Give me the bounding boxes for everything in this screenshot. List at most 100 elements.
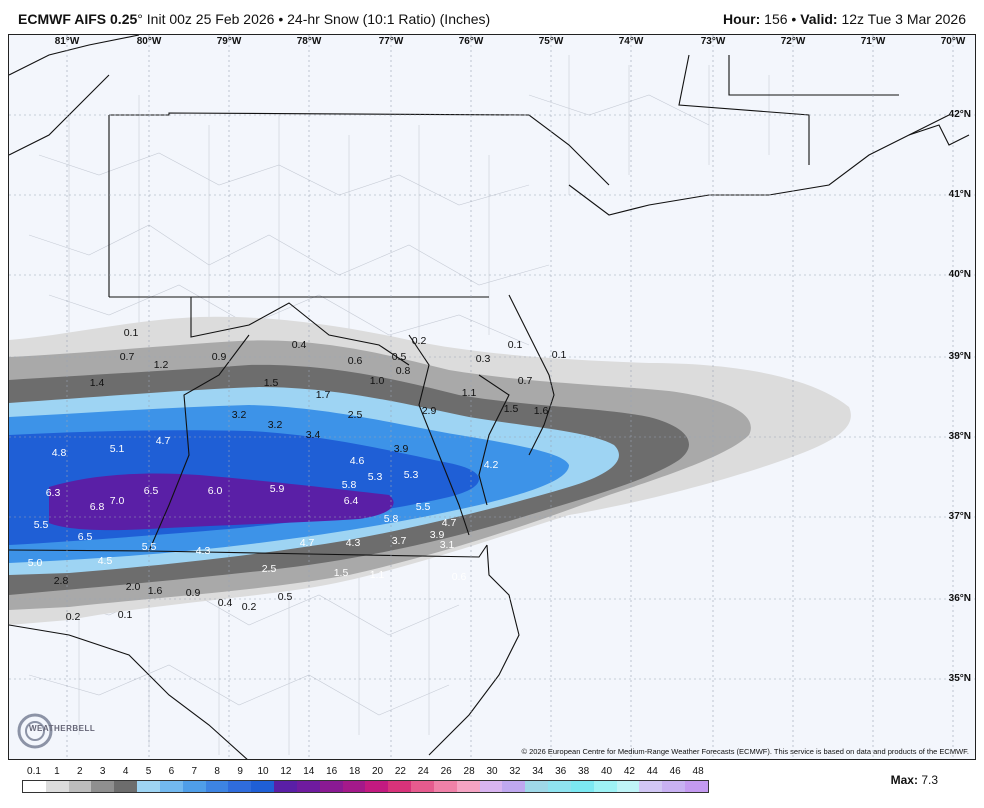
snowfall-value-label: 6.0: [207, 485, 223, 497]
latitude-label: 42°N: [948, 109, 971, 120]
legend-color-swatch: [502, 781, 526, 792]
snowfall-value-label: 3.4: [305, 429, 321, 441]
snowfall-value-label: 0.2: [241, 601, 257, 613]
legend-color-swatch: [274, 781, 297, 792]
legend-tick-label: 10: [257, 766, 269, 777]
legend-color-swatch: [228, 781, 252, 792]
product-name: 24-hr Snow (10:1 Ratio) (Inches): [287, 11, 491, 27]
snowfall-legend: 0.1 1 2 3 4 5 6 7 8 9 10 12 14 16 18 20 22 24 26 28 30 32 34 36…: [22, 766, 709, 794]
snowfall-value-label: 0.1: [507, 339, 523, 351]
snowfall-value-label: 0.1: [123, 327, 139, 339]
snowfall-value-label: 3.9: [429, 529, 445, 541]
legend-color-swatch: [479, 781, 503, 792]
ny-coast: [568, 114, 950, 216]
legend-color-swatch: [548, 781, 571, 792]
legend-color-swatch: [388, 781, 412, 792]
snowfall-value-label: 6.8: [89, 501, 105, 513]
legend-tick-label: 20: [371, 766, 384, 777]
legend-color-swatch: [296, 781, 320, 792]
snowfall-value-label: 5.5: [415, 501, 431, 513]
longitude-label: 77°W: [378, 36, 404, 47]
snowfall-value-label: 5.9: [269, 483, 285, 495]
legend-tick-label: 22: [394, 766, 406, 777]
snowfall-value-label: 6.4: [343, 495, 359, 507]
longitude-label: 78°W: [296, 36, 322, 47]
legend-color-swatch: [114, 781, 138, 792]
latitude-label: 35°N: [948, 673, 971, 684]
snowfall-value-label: 5.5: [141, 541, 157, 553]
latitude-label: 39°N: [948, 351, 971, 362]
legend-color-swatch: [639, 781, 663, 792]
snowfall-value-label: 0.5: [391, 351, 407, 363]
legend-tick-label: 40: [600, 766, 613, 777]
max-value: Max: 7.3: [890, 773, 938, 787]
ne-border: [678, 54, 899, 165]
pa-ny-border: [109, 112, 610, 186]
lake-erie: [9, 35, 140, 156]
legend-color-swatch: [662, 781, 686, 792]
snowfall-value-label: 0.1: [117, 609, 133, 621]
snowfall-value-label: 0.7: [517, 375, 533, 387]
snowfall-value-label: 1.2: [153, 359, 169, 371]
legend-color-swatch: [182, 781, 206, 792]
legend-color-swatch: [23, 781, 46, 792]
snowfall-value-label: 4.8: [51, 447, 67, 459]
legend-tick-label: 8: [214, 766, 220, 777]
legend-tick-label: 3: [99, 766, 106, 777]
legend-tick-label: 0.1: [27, 766, 41, 777]
legend-tick-label: 42: [623, 766, 635, 777]
snowfall-value-label: 2.9: [421, 405, 437, 417]
legend-tick-label: 16: [326, 766, 338, 777]
legend-tick-label: 2: [77, 766, 83, 777]
latitude-label: 37°N: [948, 511, 971, 522]
snowfall-value-label: 1.0: [369, 375, 385, 387]
longitude-label: 81°W: [54, 36, 80, 47]
legend-color-swatch: [159, 781, 183, 792]
legend-tick-label: 28: [463, 766, 475, 777]
legend-color-swatch: [342, 781, 366, 792]
legend-color-swatch: [456, 781, 480, 792]
snowfall-value-label: 2.0: [125, 581, 141, 593]
va-nc-border: [9, 544, 488, 558]
snowfall-value-label: 5.3: [403, 469, 419, 481]
snowfall-value-label: 5.1: [109, 443, 125, 455]
snowfall-value-label: 0.4: [291, 339, 307, 351]
legend-tick-label: 6: [168, 766, 175, 777]
snowfall-value-label: 3.2: [267, 419, 283, 431]
snowfall-value-label: 1.5: [333, 567, 349, 579]
snowfall-value-label: 3.9: [393, 443, 409, 455]
snowfall-value-label: 0.7: [119, 351, 135, 363]
copyright-notice: © 2026 European Centre for Medium-Range …: [521, 747, 969, 756]
legend-tick-label: 5: [145, 766, 152, 777]
legend-tick-label: 44: [646, 766, 658, 777]
snowfall-value-label: 4.3: [195, 545, 211, 557]
legend-colorbar: [22, 780, 709, 793]
snowfall-value-label: 3.2: [231, 409, 247, 421]
nc-coast: [428, 544, 520, 756]
snowfall-value-label: 4.2: [483, 459, 499, 471]
legend-color-swatch: [137, 781, 160, 792]
legend-tick-label: 30: [486, 766, 498, 777]
legend-color-swatch: [91, 781, 115, 792]
snowfall-value-label: 2.5: [261, 563, 277, 575]
snowfall-value-label: 0.1: [551, 349, 567, 361]
legend-color-swatch: [45, 781, 69, 792]
legend-tick-label: 12: [280, 766, 292, 777]
snowfall-value-label: 4.7: [155, 435, 171, 447]
snowfall-value-label: 4.7: [299, 537, 315, 549]
snowfall-value-label: 5.5: [33, 519, 49, 531]
legend-color-swatch: [593, 781, 617, 792]
legend-tick-label: 48: [692, 766, 704, 777]
snowfall-value-label: 1.7: [315, 389, 331, 401]
legend-tick-label: 32: [509, 766, 521, 777]
snowfall-value-label: 0.3: [475, 353, 491, 365]
snowfall-value-label: 1.4: [89, 377, 105, 389]
map-header: ECMWF AIFS 0.25° Init 00z 25 Feb 2026 • …: [0, 0, 984, 34]
nj-shore: [508, 294, 555, 456]
longitude-label: 74°W: [618, 36, 644, 47]
forecast-hour: 156: [764, 11, 788, 27]
snowfall-value-label: 1.5: [263, 377, 279, 389]
legend-tick-label: 38: [578, 766, 590, 777]
snowfall-shading: [9, 316, 851, 625]
cape-cod: [908, 124, 970, 146]
